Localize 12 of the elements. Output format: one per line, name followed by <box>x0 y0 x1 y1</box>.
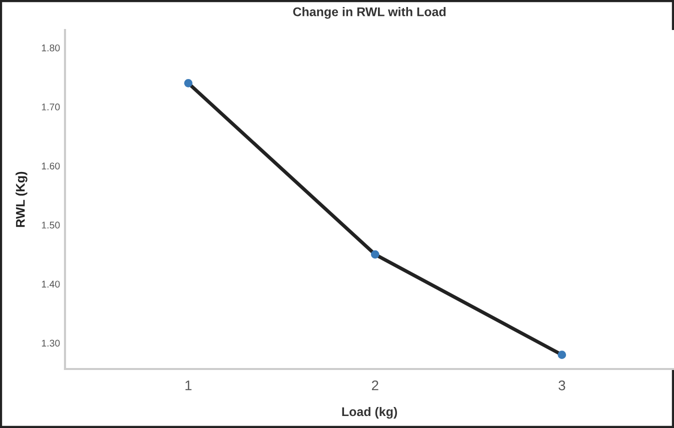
y-axis-title: RWL (Kg) <box>16 172 28 227</box>
y-tick-label: 1.40 <box>42 280 60 288</box>
y-tick-label: 1.60 <box>42 162 60 170</box>
x-tick-label: 2 <box>372 380 378 390</box>
y-tick-label: 1.30 <box>42 340 60 347</box>
y-tick-label: 1.50 <box>42 222 60 229</box>
y-tick-label: 1.80 <box>42 44 60 52</box>
x-tick-label: 1 <box>185 380 192 390</box>
y-tick-label: 1.70 <box>42 104 60 110</box>
x-axis-title: Load (kg) <box>342 406 398 419</box>
x-tick-label: 3 <box>558 380 566 390</box>
chart-title: Change in RWL with Load <box>293 7 446 19</box>
